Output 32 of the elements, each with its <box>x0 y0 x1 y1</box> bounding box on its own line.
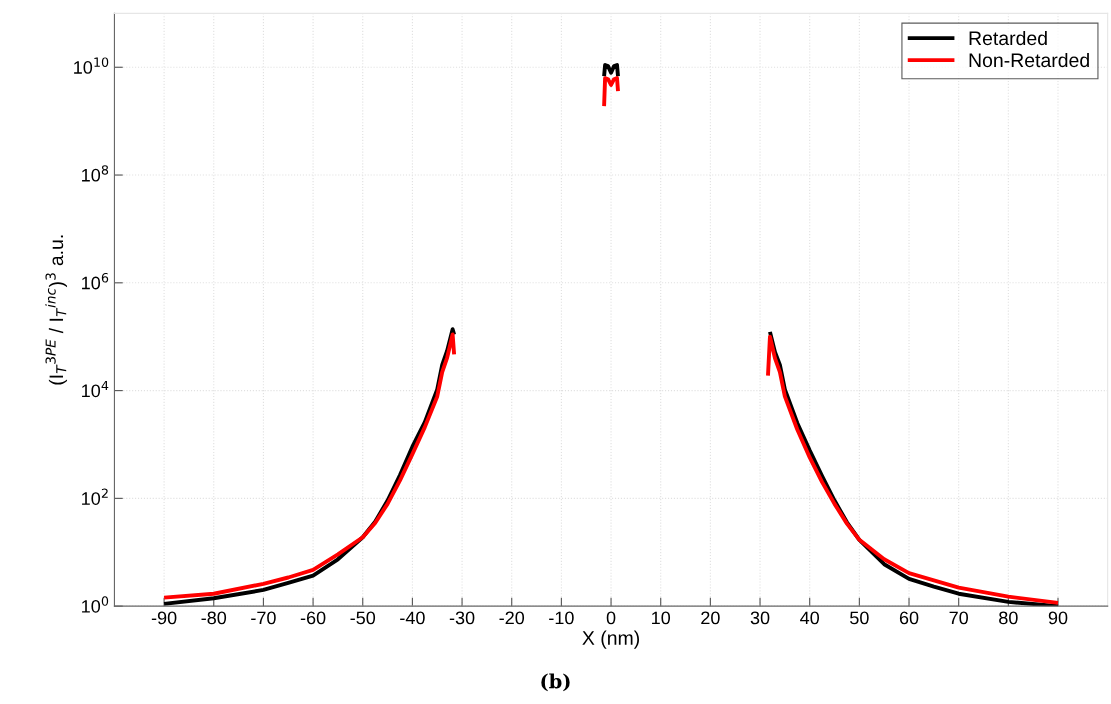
line-series <box>602 76 620 109</box>
y-tick-label: 10$^{10}$ <box>74 57 109 74</box>
x-tick-label: 40 <box>800 611 820 625</box>
line-series <box>602 63 620 79</box>
x-tick-label: -10 <box>549 611 574 625</box>
x-tick-label: 10 <box>652 611 671 625</box>
legend-label: Non-Retarded <box>969 52 1089 68</box>
x-tick-label: 90 <box>1048 611 1068 625</box>
y-tick-label: 10$^{8}$ <box>82 165 109 182</box>
x-tick-label: -30 <box>449 611 475 625</box>
legend-label: Retarded <box>969 30 1047 46</box>
text: (b) <box>541 673 570 692</box>
x-tick-label: -90 <box>151 611 177 625</box>
x-tick-label: 20 <box>701 611 720 625</box>
y-tick-label: 10$^{0}$ <box>82 596 109 613</box>
x-tick-label: 50 <box>850 611 869 625</box>
x-tick-label: -50 <box>350 611 376 625</box>
y-tick-label: 10$^{4}$ <box>82 380 109 398</box>
x-tick-label: 60 <box>899 611 919 625</box>
x-tick-label: 80 <box>999 611 1018 625</box>
text: (I$_{T}$$^{3PE}$ / I$_{T}$$^{inc}$)$^{3}$ a.u. <box>45 235 68 385</box>
x-tick-label: -40 <box>400 611 425 625</box>
x-tick-label: -60 <box>300 611 326 625</box>
x-tick-label: 0 <box>606 611 616 625</box>
y-tick-label: 10$^{6}$ <box>82 272 109 290</box>
x-tick-label: 70 <box>949 611 969 625</box>
x-axis-title: X (nm) <box>582 630 640 649</box>
x-tick-label: -20 <box>499 611 525 625</box>
x-tick-label: -80 <box>201 611 227 625</box>
x-tick-label: 30 <box>750 611 770 625</box>
y-tick-label: 10$^{2}$ <box>82 488 108 505</box>
x-tick-label: -70 <box>251 611 276 625</box>
